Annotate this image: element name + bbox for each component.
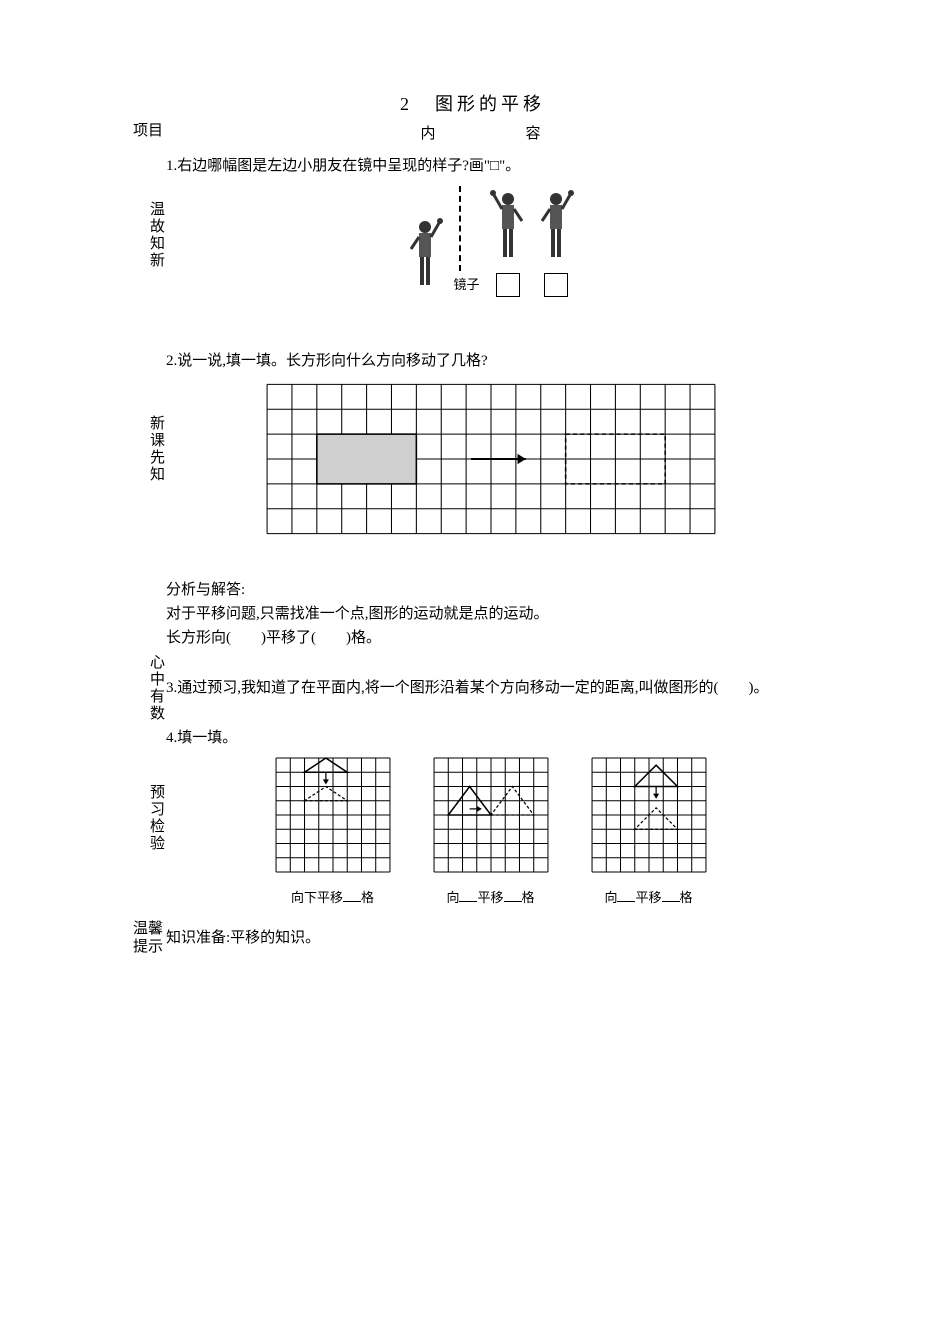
caption-3: 向平移格 <box>590 886 708 910</box>
question-2: 2.说一说,填一填。长方形向什么方向移动了几格? <box>166 349 815 373</box>
checkbox-b[interactable] <box>544 273 568 297</box>
section-label-tip: 温馨 提示 <box>130 920 166 956</box>
question-3: 3.通过预习,我知道了在平面内,将一个图形沿着某个方向移动一定的距离,叫做图形的… <box>166 676 815 700</box>
checkbox-a[interactable] <box>496 273 520 297</box>
question-1: 1.右边哪幅图是左边小朋友在镜中呈现的样子?画"□"。 <box>166 154 815 178</box>
small-grid-1 <box>274 756 392 874</box>
section-label-check: 预习检验 <box>130 784 166 852</box>
page-title: 2 图形的平移 <box>130 90 815 116</box>
analysis-title: 分析与解答: <box>166 578 815 602</box>
col-header-right: 内 容 <box>166 122 815 146</box>
mirror-label: 镜子 <box>453 273 479 297</box>
mirror-figure: 镜子 <box>166 186 815 297</box>
mirror-divider <box>459 186 473 271</box>
small-grid-3 <box>590 756 708 874</box>
analysis-line2: 长方形向( )平移了( )格。 <box>166 626 815 650</box>
small-grid-2 <box>432 756 550 874</box>
child-left <box>405 217 445 297</box>
child-option-b <box>536 189 576 269</box>
tip-text: 知识准备:平移的知识。 <box>166 926 815 950</box>
section-label-mind: 心中有数 <box>130 654 166 722</box>
child-option-a <box>488 189 528 269</box>
question-4: 4.填一填。 <box>166 726 815 750</box>
col-header-left: 项目 <box>130 122 166 140</box>
three-small-grids: 向下平移格 向平移格 向平移格 <box>166 756 815 910</box>
section-label-preview: 新课先知 <box>130 415 166 483</box>
translation-grid <box>265 379 717 539</box>
analysis-line1: 对于平移问题,只需找准一个点,图形的运动就是点的运动。 <box>166 602 815 626</box>
caption-1: 向下平移格 <box>274 886 392 910</box>
section-label-review: 温故知新 <box>130 201 166 269</box>
caption-2: 向平移格 <box>432 886 550 910</box>
